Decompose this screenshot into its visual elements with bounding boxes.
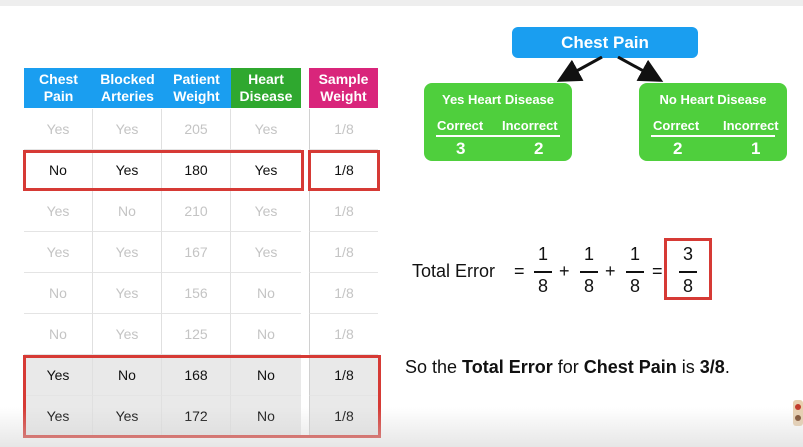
table-row: Yes No 168 No 1/8 [24,355,378,396]
cell-patient-weight: 210 [162,191,231,232]
cell-heart-disease: No [231,273,301,314]
conclusion-suffix: . [724,357,730,377]
conclusion-value: 3/8 [699,357,725,377]
equals-sign: = [652,261,663,281]
numerator: 1 [629,244,640,264]
incorrect-count: 2 [534,139,544,158]
root-label: Chest Pain [561,32,649,52]
cell-heart-disease: No [231,314,301,355]
cell-blocked-arteries: Yes [93,232,162,273]
table-row: Yes No 210 Yes 1/8 [24,191,378,232]
cell-chest-pain: Yes [24,191,93,232]
cell-blocked-arteries: Yes [93,109,162,150]
cell-patient-weight: 125 [162,314,231,355]
cell-patient-weight: 156 [162,273,231,314]
conclusion-middle: for [552,357,584,377]
table-row: Yes Yes 167 Yes 1/8 [24,232,378,273]
left-branch-arrow [556,56,603,82]
cell-chest-pain: No [24,273,93,314]
cell-blocked-arteries: No [93,355,162,396]
conclusion-verb: is [676,357,700,377]
numerator: 1 [583,244,594,264]
top-bar [0,0,803,6]
conclusion-text: So the Total Error for Chest Pain is 3/8… [405,357,730,378]
leaf-divider [651,135,775,137]
header-heart-disease: Heart Disease [231,68,301,108]
denominator: 8 [537,276,548,296]
header-chest-pain: Chest Pain [24,68,93,108]
cell-heart-disease: Yes [231,109,301,150]
leaf-title: No Heart Disease [659,92,767,107]
tree-root-node: Chest Pain [512,27,698,58]
plus-sign: + [559,261,570,281]
highlight-box-weight [308,150,380,191]
corner-mascot-icon [793,400,803,426]
leaf-divider [436,135,560,137]
formula-label: Total Error [412,261,496,281]
plus-sign: + [605,261,616,281]
cell-heart-disease: Yes [231,191,301,232]
cell-patient-weight: 168 [162,355,231,396]
numerator: 3 [682,244,693,264]
cell-sample-weight: 1/8 [309,109,378,150]
cell-chest-pain: Yes [24,355,93,396]
incorrect-count: 1 [751,139,761,158]
cell-heart-disease: No [231,355,301,396]
conclusion-term: Total Error [462,357,553,377]
conclusion-prefix: So the [405,357,463,377]
conclusion-feature: Chest Pain [583,357,677,377]
leaf-yes-heart-disease: Yes Heart Disease Correct Incorrect 3 2 [424,83,572,161]
cell-blocked-arteries: Yes [93,314,162,355]
cell-sample-weight: 1/8 [309,314,378,355]
incorrect-label: Incorrect [723,118,779,133]
incorrect-label: Incorrect [502,118,558,133]
header-blocked-arteries: Blocked Arteries [93,68,162,108]
denominator: 8 [682,276,693,296]
fraction-bar [534,271,552,273]
correct-count: 2 [673,139,683,158]
highlight-box-row [23,150,304,191]
header-patient-weight: Patient Weight [162,68,231,108]
leaf-no-heart-disease: No Heart Disease Correct Incorrect 2 1 [639,83,787,161]
table-row: No Yes 156 No 1/8 [24,273,378,314]
cell-heart-disease: Yes [231,232,301,273]
right-branch-arrow [617,56,664,82]
cell-sample-weight: 1/8 [309,355,378,396]
header-sample-weight: Sample Weight [309,68,378,108]
table-row: No Yes 125 No 1/8 [24,314,378,355]
cell-chest-pain: Yes [24,232,93,273]
cell-blocked-arteries: No [93,191,162,232]
fraction-bar [679,271,697,273]
correct-label: Correct [437,118,484,133]
cell-blocked-arteries: Yes [93,273,162,314]
leaf-title: Yes Heart Disease [441,92,555,107]
denominator: 8 [583,276,594,296]
cell-sample-weight: 1/8 [309,273,378,314]
branch-arrows-icon [556,56,664,82]
fraction-bar [580,271,598,273]
cell-patient-weight: 167 [162,232,231,273]
result-highlight-box [664,238,712,300]
table-row: Yes Yes 205 Yes 1/8 [24,109,378,150]
highlight-box-rows [23,355,381,438]
cell-sample-weight: 1/8 [309,191,378,232]
fraction-bar [626,271,644,273]
correct-count: 3 [456,139,466,158]
cell-sample-weight: 1/8 [309,232,378,273]
cell-patient-weight: 205 [162,109,231,150]
cell-chest-pain: No [24,314,93,355]
denominator: 8 [629,276,640,296]
equals-sign: = [514,261,525,281]
cell-chest-pain: Yes [24,109,93,150]
numerator: 1 [537,244,548,264]
correct-label: Correct [653,118,700,133]
